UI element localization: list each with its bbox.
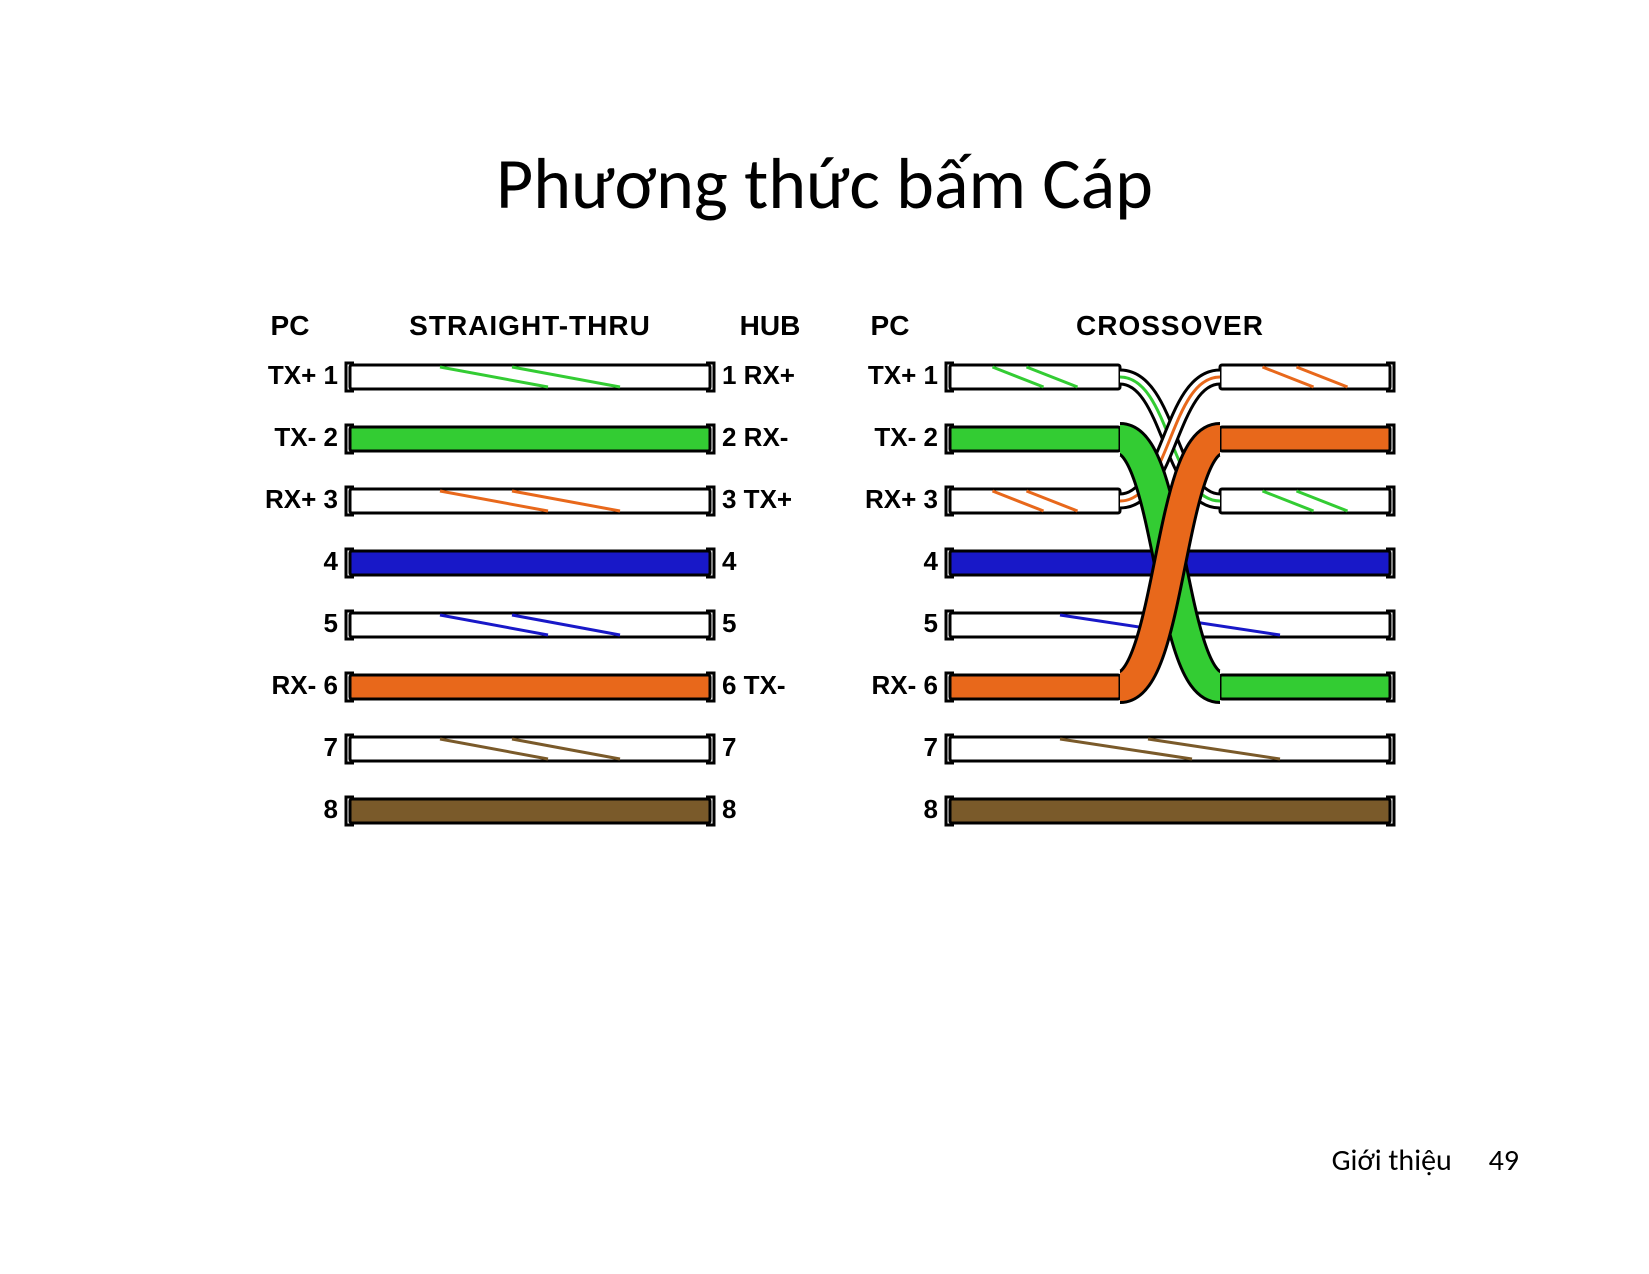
svg-text:TX+ 1: TX+ 1 [268,360,338,390]
svg-text:STRAIGHT-THRU: STRAIGHT-THRU [409,310,651,341]
svg-text:2 RX-: 2 RX- [722,422,788,452]
svg-text:7: 7 [722,732,736,762]
svg-text:8: 8 [324,794,338,824]
svg-text:5: 5 [324,608,338,638]
crossover-panel: PCCROSSOVERPC44557788TX+ 11 TX+TX- 22 TX… [865,310,1400,825]
svg-text:4: 4 [722,546,737,576]
footer: Giới thiệu 49 [1332,1142,1519,1179]
svg-text:4: 4 [924,546,939,576]
svg-text:PC: PC [271,310,310,341]
svg-text:TX- 2: TX- 2 [274,422,338,452]
svg-text:RX- 6: RX- 6 [872,670,938,700]
slide: Phương thức bấm Cáp PC STRAIGHT-THRU HUB TX… [0,0,1649,1274]
svg-text:PC: PC [871,310,910,341]
svg-text:1 RX+: 1 RX+ [722,360,795,390]
svg-text:HUB: HUB [740,310,801,341]
svg-text:TX- 2: TX- 2 [874,422,938,452]
svg-text:7: 7 [324,732,338,762]
svg-text:8: 8 [722,794,736,824]
svg-text:5: 5 [722,608,736,638]
svg-text:CROSSOVER: CROSSOVER [1076,310,1264,341]
footer-label: Giới thiệu [1332,1142,1452,1179]
svg-text:RX+ 3: RX+ 3 [265,484,338,514]
svg-text:8: 8 [924,794,938,824]
svg-text:TX+ 1: TX+ 1 [868,360,938,390]
svg-text:RX- 6: RX- 6 [272,670,338,700]
page-title: Phương thức bấm Cáp [0,140,1649,228]
cable-diagram: PC STRAIGHT-THRU HUB TX+ 1 1 RX+ TX- 2 2 RX- RX… [250,305,1400,925]
page-number: 49 [1489,1142,1519,1179]
svg-text:3 TX+: 3 TX+ [722,484,792,514]
svg-text:4: 4 [324,546,339,576]
svg-text:RX+ 3: RX+ 3 [865,484,938,514]
svg-text:6 TX-: 6 TX- [722,670,786,700]
svg-text:7: 7 [924,732,938,762]
straight-thru-panel: PC STRAIGHT-THRU HUB TX+ 1 1 RX+ TX- 2 2 RX- RX… [265,310,800,825]
svg-text:5: 5 [924,608,938,638]
